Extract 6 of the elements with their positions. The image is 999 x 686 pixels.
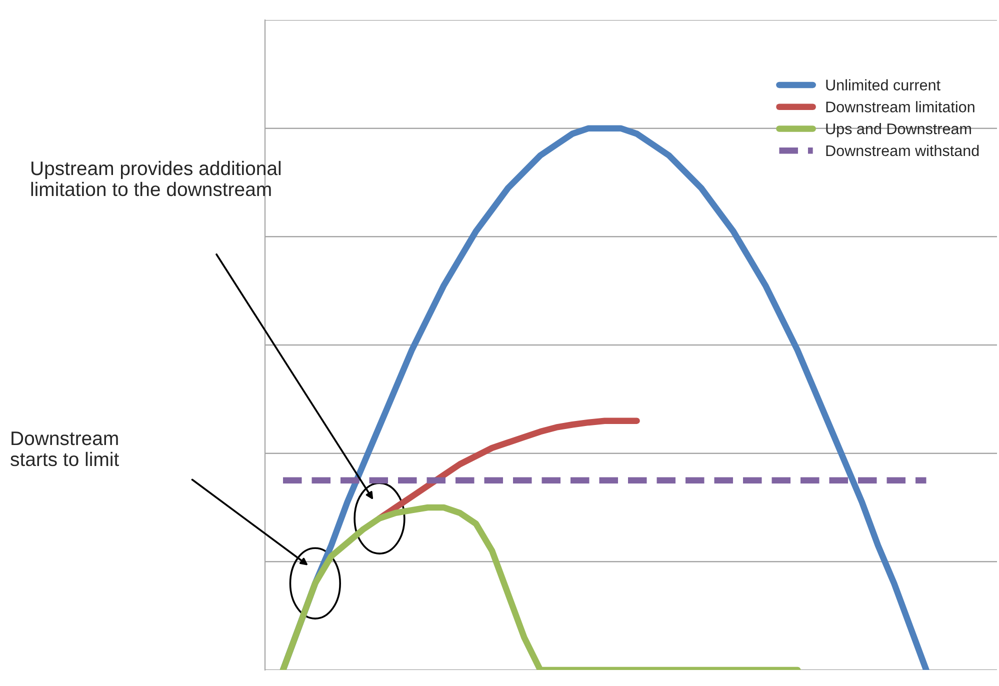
legend-label: Unlimited current — [826, 79, 940, 90]
legend-label: Ups and Downstream — [826, 123, 971, 138]
legend-label: Downstream withstand — [826, 144, 979, 156]
annotation: Upstream provides additional limitation to the downstream — [31, 160, 281, 196]
legend-label: Downstream limitation — [826, 101, 974, 112]
text: Downstream starts to limit — [10, 432, 119, 466]
